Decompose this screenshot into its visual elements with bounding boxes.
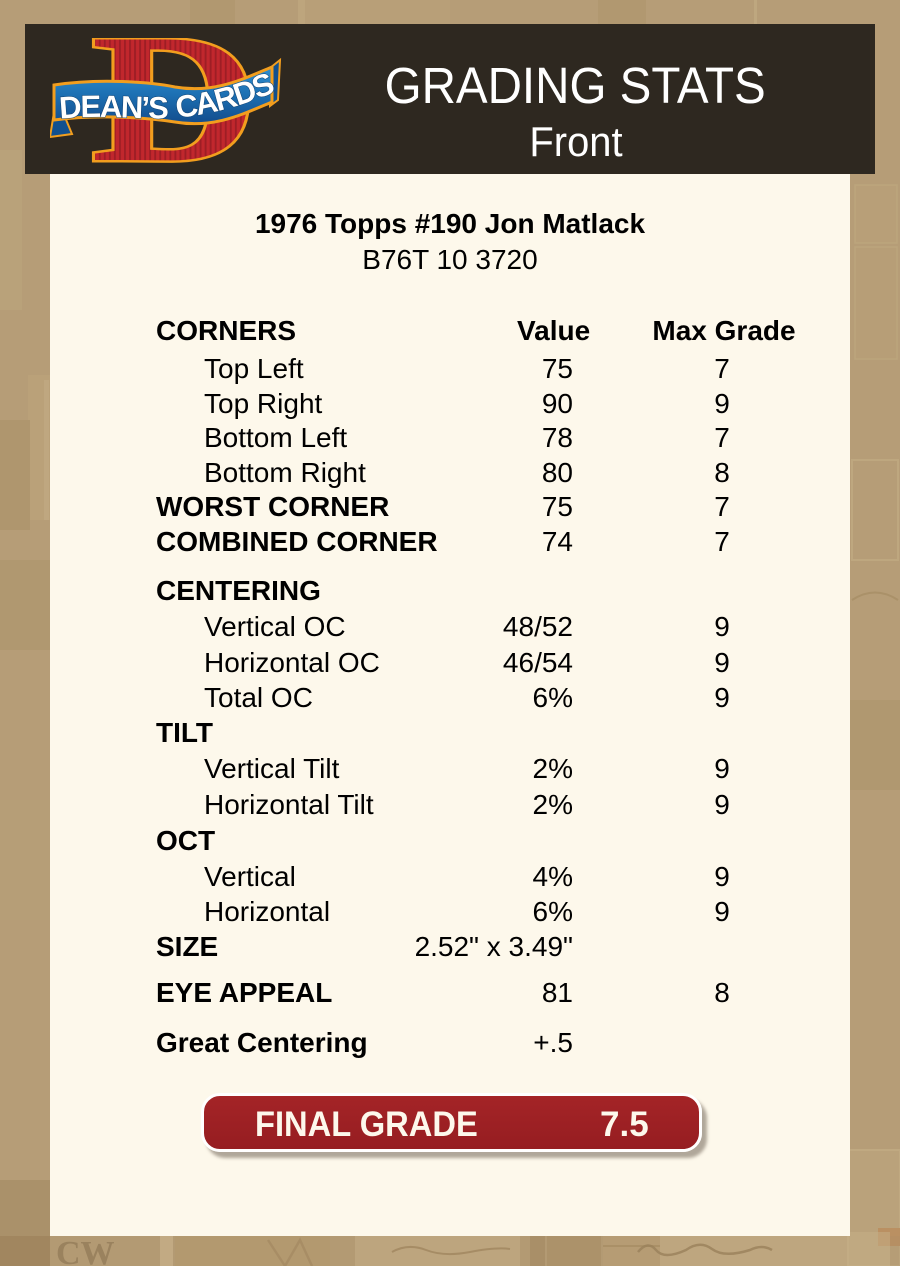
svg-text:CW: CW bbox=[56, 1235, 115, 1266]
